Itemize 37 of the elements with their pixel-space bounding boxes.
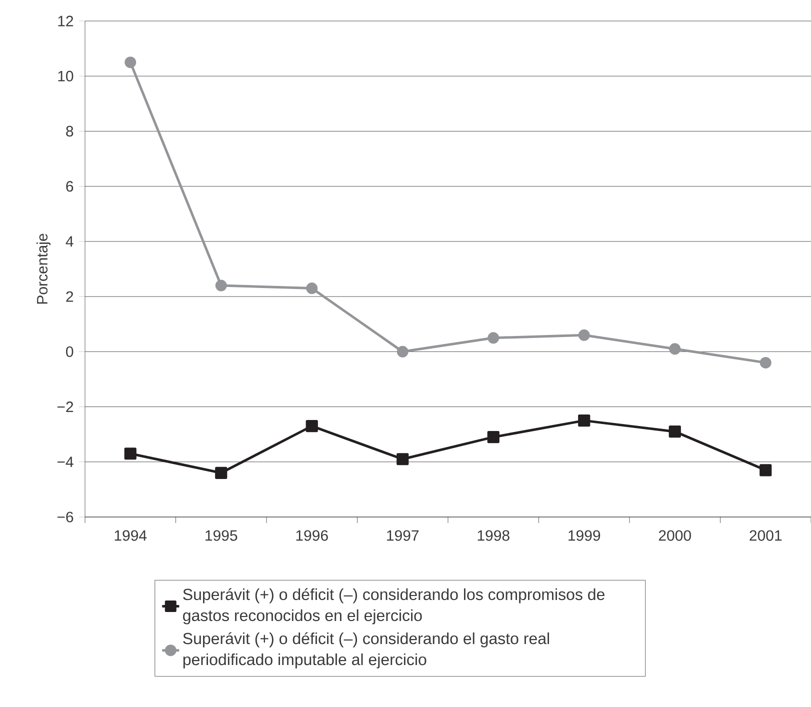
- point: [488, 332, 500, 344]
- x-tick-label: 1999: [568, 530, 600, 541]
- point: [396, 453, 409, 466]
- y-axis-title: Porcentaje: [36, 234, 50, 304]
- y-tick-label: 4: [66, 236, 74, 247]
- x-tick-label: 2001: [750, 530, 782, 541]
- x-tick-label: 1994: [114, 530, 147, 541]
- y-tick-label: 2: [66, 291, 74, 302]
- y-tick-label: 12: [58, 16, 74, 26]
- point: [306, 282, 318, 294]
- y-tick-label: −6: [57, 512, 74, 522]
- point: [760, 464, 772, 476]
- legend-label: Superávit (+) o déficit (–) considerando el gasto real periodificado imputable al ejercicio: [183, 632, 550, 668]
- point: [669, 343, 681, 355]
- point: [487, 431, 500, 444]
- y-tick-label: −4: [57, 456, 74, 468]
- point: [306, 420, 318, 432]
- legend-label: Superávit (+) o déficit (–) considerando los compromisos de gastos reconocidos en el ejercicio: [183, 588, 604, 624]
- point: [215, 466, 228, 479]
- point: [668, 426, 681, 438]
- x-tick-label: 2000: [658, 530, 691, 541]
- point: [760, 356, 772, 368]
- point: [215, 280, 227, 292]
- y-tick-label: 0: [66, 346, 74, 357]
- point: [396, 346, 408, 358]
- x-tick-label: 1995: [206, 530, 238, 541]
- y-tick-label: 10: [58, 70, 74, 82]
- y-tick-label: 8: [66, 126, 74, 137]
- point: [124, 56, 136, 68]
- y-tick-label: −2: [57, 402, 74, 412]
- point: [578, 414, 590, 427]
- x-tick-label: 1997: [387, 530, 419, 541]
- x-tick-label: 1996: [296, 530, 328, 541]
- point: [124, 448, 136, 460]
- x-tick-label: 1998: [478, 530, 510, 541]
- y-tick-label: 6: [66, 181, 74, 192]
- point: [578, 329, 590, 341]
